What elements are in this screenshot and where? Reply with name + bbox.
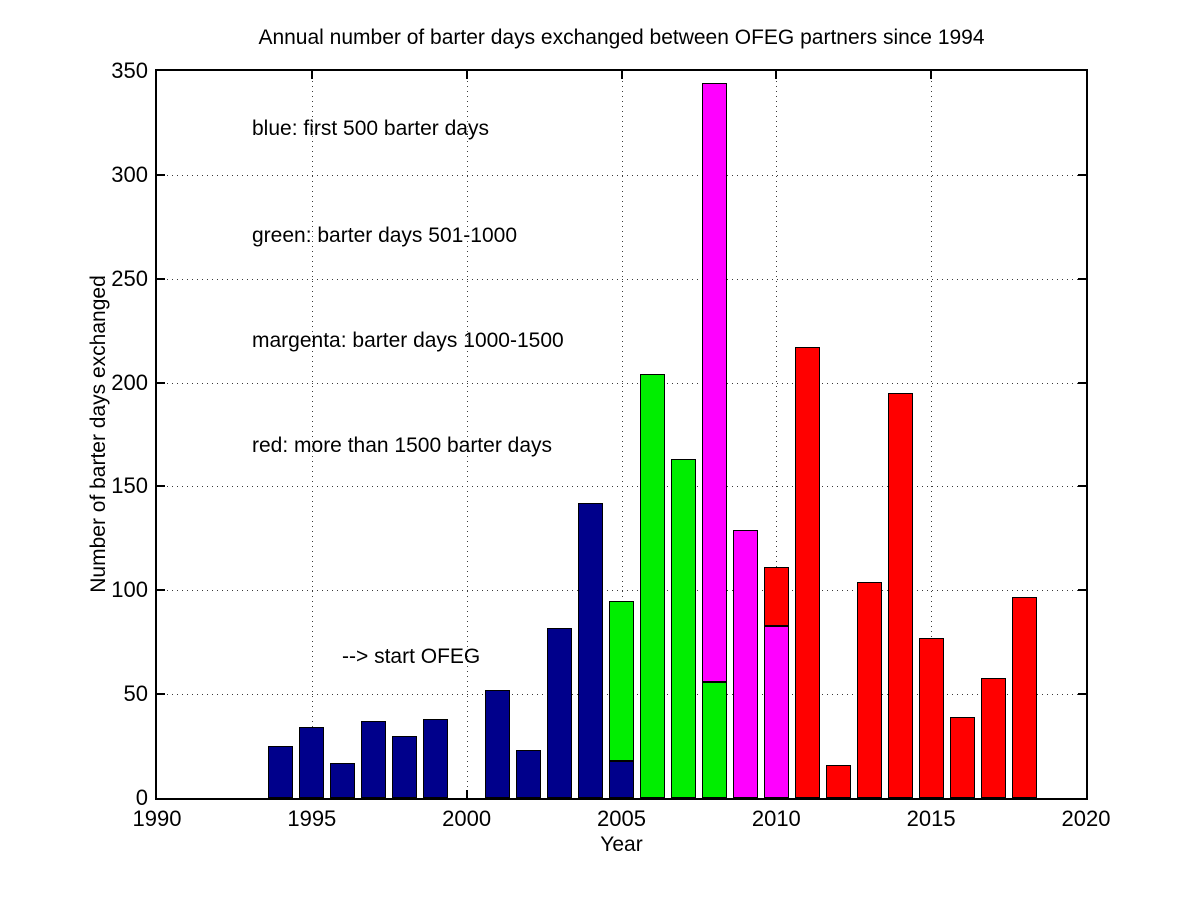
bar-segment-2011-red — [794, 347, 820, 798]
gridline-x-2005 — [621, 71, 623, 798]
x-tick-label-2005: 2005 — [597, 806, 646, 831]
y-tick-label-0: 0 — [135, 785, 148, 810]
bar-2009 — [732, 530, 758, 798]
bar-segment-2010-red — [763, 567, 789, 626]
bar-segment-2004-blue — [578, 503, 604, 798]
gridline-x-1995 — [311, 71, 313, 798]
xtick-top-2015 — [930, 71, 933, 79]
bar-segment-1995-blue — [299, 727, 325, 798]
y-tick-label-350: 350 — [111, 58, 148, 83]
xtick-top-1995 — [310, 71, 313, 79]
bar-segment-2015-red — [918, 638, 944, 798]
bar-segment-2018-red — [1011, 596, 1037, 798]
gridline-x-2010 — [776, 71, 778, 798]
bar-2008 — [701, 83, 727, 798]
x-tick-label-2020: 2020 — [1061, 806, 1111, 831]
x-tick-label-2015: 2015 — [906, 806, 956, 831]
ytick-left-250 — [157, 277, 165, 280]
bar-segment-2001-blue — [485, 690, 511, 798]
bar-segment-2017-red — [980, 677, 1006, 798]
bar-segment-1996-blue — [330, 762, 356, 798]
bar-1997 — [361, 721, 387, 798]
bar-1995 — [299, 727, 325, 798]
bar-segment-1999-blue — [423, 719, 449, 798]
ytick-right-250 — [1078, 277, 1086, 280]
annotation-legend-red: red: more than 1500 barter days — [252, 434, 553, 457]
bar-2003 — [547, 627, 573, 798]
bar-1996 — [330, 762, 356, 798]
bar-2006 — [639, 374, 665, 798]
ytick-right-100 — [1078, 589, 1086, 592]
bar-2013 — [856, 581, 882, 798]
annotation-legend-blue: blue: first 500 barter days — [252, 117, 489, 140]
ytick-left-150 — [157, 485, 165, 488]
annotation-legend-green: green: barter days 501-1000 — [252, 224, 518, 247]
bar-segment-2016-red — [949, 717, 975, 798]
bar-2017 — [980, 677, 1006, 798]
bar-segment-1997-blue — [361, 721, 387, 798]
bar-segment-1998-blue — [392, 735, 418, 798]
plot-area: 0 50 100 150 200 250 300 350 1990 1995 2000 2005 201… — [111, 58, 1110, 831]
bar-segment-2012-red — [825, 764, 851, 798]
bar-1998 — [392, 735, 418, 798]
xtick-top-2000 — [465, 71, 468, 79]
bar-1994 — [268, 746, 294, 798]
ytick-right-150 — [1078, 485, 1086, 488]
ytick-left-100 — [157, 589, 165, 592]
bar-segment-2005-green — [609, 600, 634, 761]
bar-segment-2003-blue — [547, 627, 573, 798]
y-tick-label-100: 100 — [111, 577, 148, 603]
x-tick-label-1990: 1990 — [132, 806, 182, 831]
bar-segment-2008-green — [701, 681, 727, 798]
bar-2018 — [1011, 596, 1037, 798]
ytick-right-50 — [1078, 693, 1086, 696]
x-axis-label: Year — [600, 833, 643, 856]
y-tick-label-50: 50 — [123, 681, 148, 707]
bar-2014 — [887, 392, 913, 798]
bar-2001 — [485, 690, 511, 798]
bar-2016 — [949, 717, 975, 798]
y-tick-label-150: 150 — [111, 473, 148, 499]
x-tick-label-2000: 2000 — [442, 806, 492, 831]
xtick-bottom-2000 — [465, 790, 468, 798]
annotation-legend-magenta: margenta: barter days 1000-1500 — [252, 329, 564, 352]
bar-segment-2006-green — [639, 374, 665, 798]
bar-segment-2005-blue — [609, 760, 634, 798]
bar-segment-2007-green — [670, 459, 696, 798]
bar-2004 — [578, 503, 604, 798]
chart-title: Annual number of barter days exchanged b… — [258, 26, 985, 49]
y-tick-label-250: 250 — [111, 265, 148, 291]
bar-2005 — [609, 600, 634, 798]
gridline-x-2015 — [931, 71, 933, 798]
bar-segment-2010-magenta — [763, 625, 789, 798]
bar-segment-2009-magenta — [732, 530, 758, 798]
x-tick-label-2010: 2010 — [751, 806, 801, 831]
y-tick-label-200: 200 — [111, 369, 148, 395]
bar-segment-1994-blue — [268, 746, 294, 798]
ytick-left-200 — [157, 381, 165, 384]
bar-2012 — [825, 764, 851, 798]
y-tick-label-300: 300 — [111, 161, 148, 187]
bar-segment-2013-red — [856, 581, 882, 798]
bar-2010 — [763, 567, 789, 798]
bar-2007 — [670, 459, 696, 798]
bar-segment-2008-magenta — [701, 83, 727, 682]
ytick-right-300 — [1078, 173, 1086, 176]
ytick-left-300 — [157, 173, 165, 176]
xtick-top-2010 — [775, 71, 778, 79]
bar-2002 — [516, 750, 542, 798]
x-tick-label-1995: 1995 — [287, 806, 337, 831]
y-axis-label: Number of barter days exchanged — [87, 275, 110, 593]
xtick-top-2005 — [620, 71, 623, 79]
ytick-right-200 — [1078, 381, 1086, 384]
bar-2015 — [918, 638, 944, 798]
ytick-left-50 — [157, 693, 165, 696]
bar-2011 — [794, 347, 820, 798]
bar-segment-2014-red — [887, 392, 913, 798]
bar-1999 — [423, 719, 449, 798]
bar-segment-2002-blue — [516, 750, 542, 798]
gridline-x-2000 — [466, 71, 468, 798]
annotation-start-ofeg: --> start OFEG — [342, 645, 481, 668]
